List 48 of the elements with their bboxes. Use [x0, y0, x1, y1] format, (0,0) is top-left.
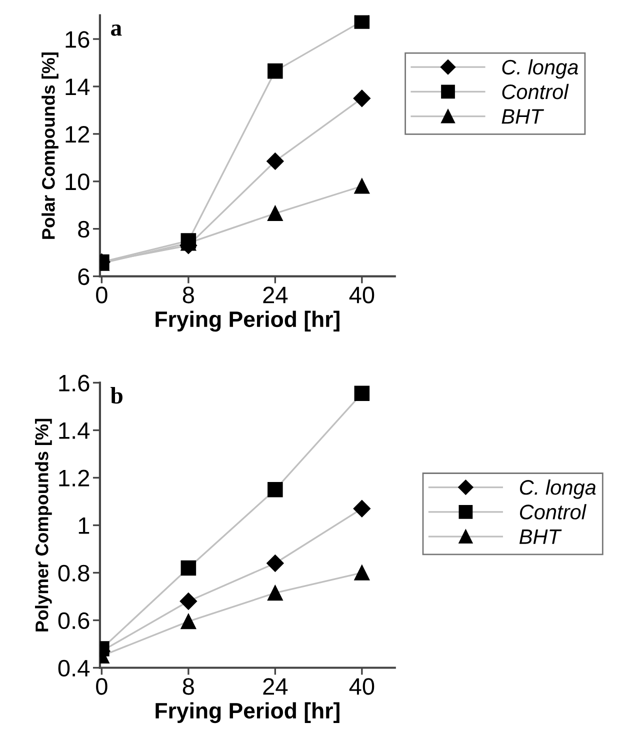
chart-title: b — [110, 387, 122, 404]
y-tick-label: 14 — [66, 78, 90, 96]
point — [180, 592, 197, 610]
y-tick-label: 12 — [66, 126, 90, 142]
point — [354, 565, 370, 580]
point — [268, 482, 283, 498]
chart-title: a — [111, 24, 122, 36]
point — [354, 178, 370, 194]
legend-label: Control — [520, 504, 586, 520]
y-tick-label: 6 — [78, 268, 90, 286]
y-tick-label: 0.8 — [58, 564, 90, 582]
legend-label: BHT — [519, 530, 562, 544]
legend-label: C. longa — [502, 59, 578, 79]
y-tick-label: 8 — [78, 220, 90, 238]
point — [354, 15, 370, 29]
point — [353, 500, 370, 518]
x-tick-label: 24 — [263, 678, 288, 695]
y-axis-title: Polar Compounds [%] — [42, 52, 58, 239]
legend-label: Control — [502, 84, 569, 100]
x-tick-label: 40 — [349, 286, 374, 304]
y-tick-label: 1 — [78, 518, 90, 534]
x-axis-title: Frying Period [hr] — [156, 702, 340, 724]
point — [354, 386, 370, 402]
x-tick-label: 24 — [263, 286, 288, 304]
point — [180, 614, 196, 630]
x-tick-label: 40 — [349, 678, 374, 695]
legend-label: BHT — [502, 109, 544, 124]
x-tick-label: 8 — [182, 286, 194, 304]
point — [268, 585, 283, 601]
y-tick-label: 10 — [66, 173, 90, 190]
y-tick-label: 1.2 — [59, 470, 90, 486]
point — [268, 206, 283, 222]
point — [353, 90, 370, 107]
legend-label: C. longa — [520, 480, 596, 499]
point — [266, 152, 284, 170]
x-tick-label: 8 — [182, 678, 194, 695]
x-axis-title: Frying Period [hr] — [156, 310, 340, 332]
y-tick-label: 0.4 — [58, 660, 90, 677]
point — [180, 560, 196, 576]
x-tick-label: 0 — [96, 678, 108, 695]
y-tick-label: 1.4 — [59, 422, 90, 439]
y-tick-label: 16 — [66, 31, 90, 48]
point — [266, 554, 284, 572]
y-tick-label: 0.6 — [58, 612, 90, 630]
point — [268, 63, 283, 79]
x-tick-label: 0 — [96, 286, 108, 304]
y-axis-title: Polymer Compounds [%] — [35, 418, 52, 632]
y-tick-label: 1.6 — [59, 374, 90, 392]
